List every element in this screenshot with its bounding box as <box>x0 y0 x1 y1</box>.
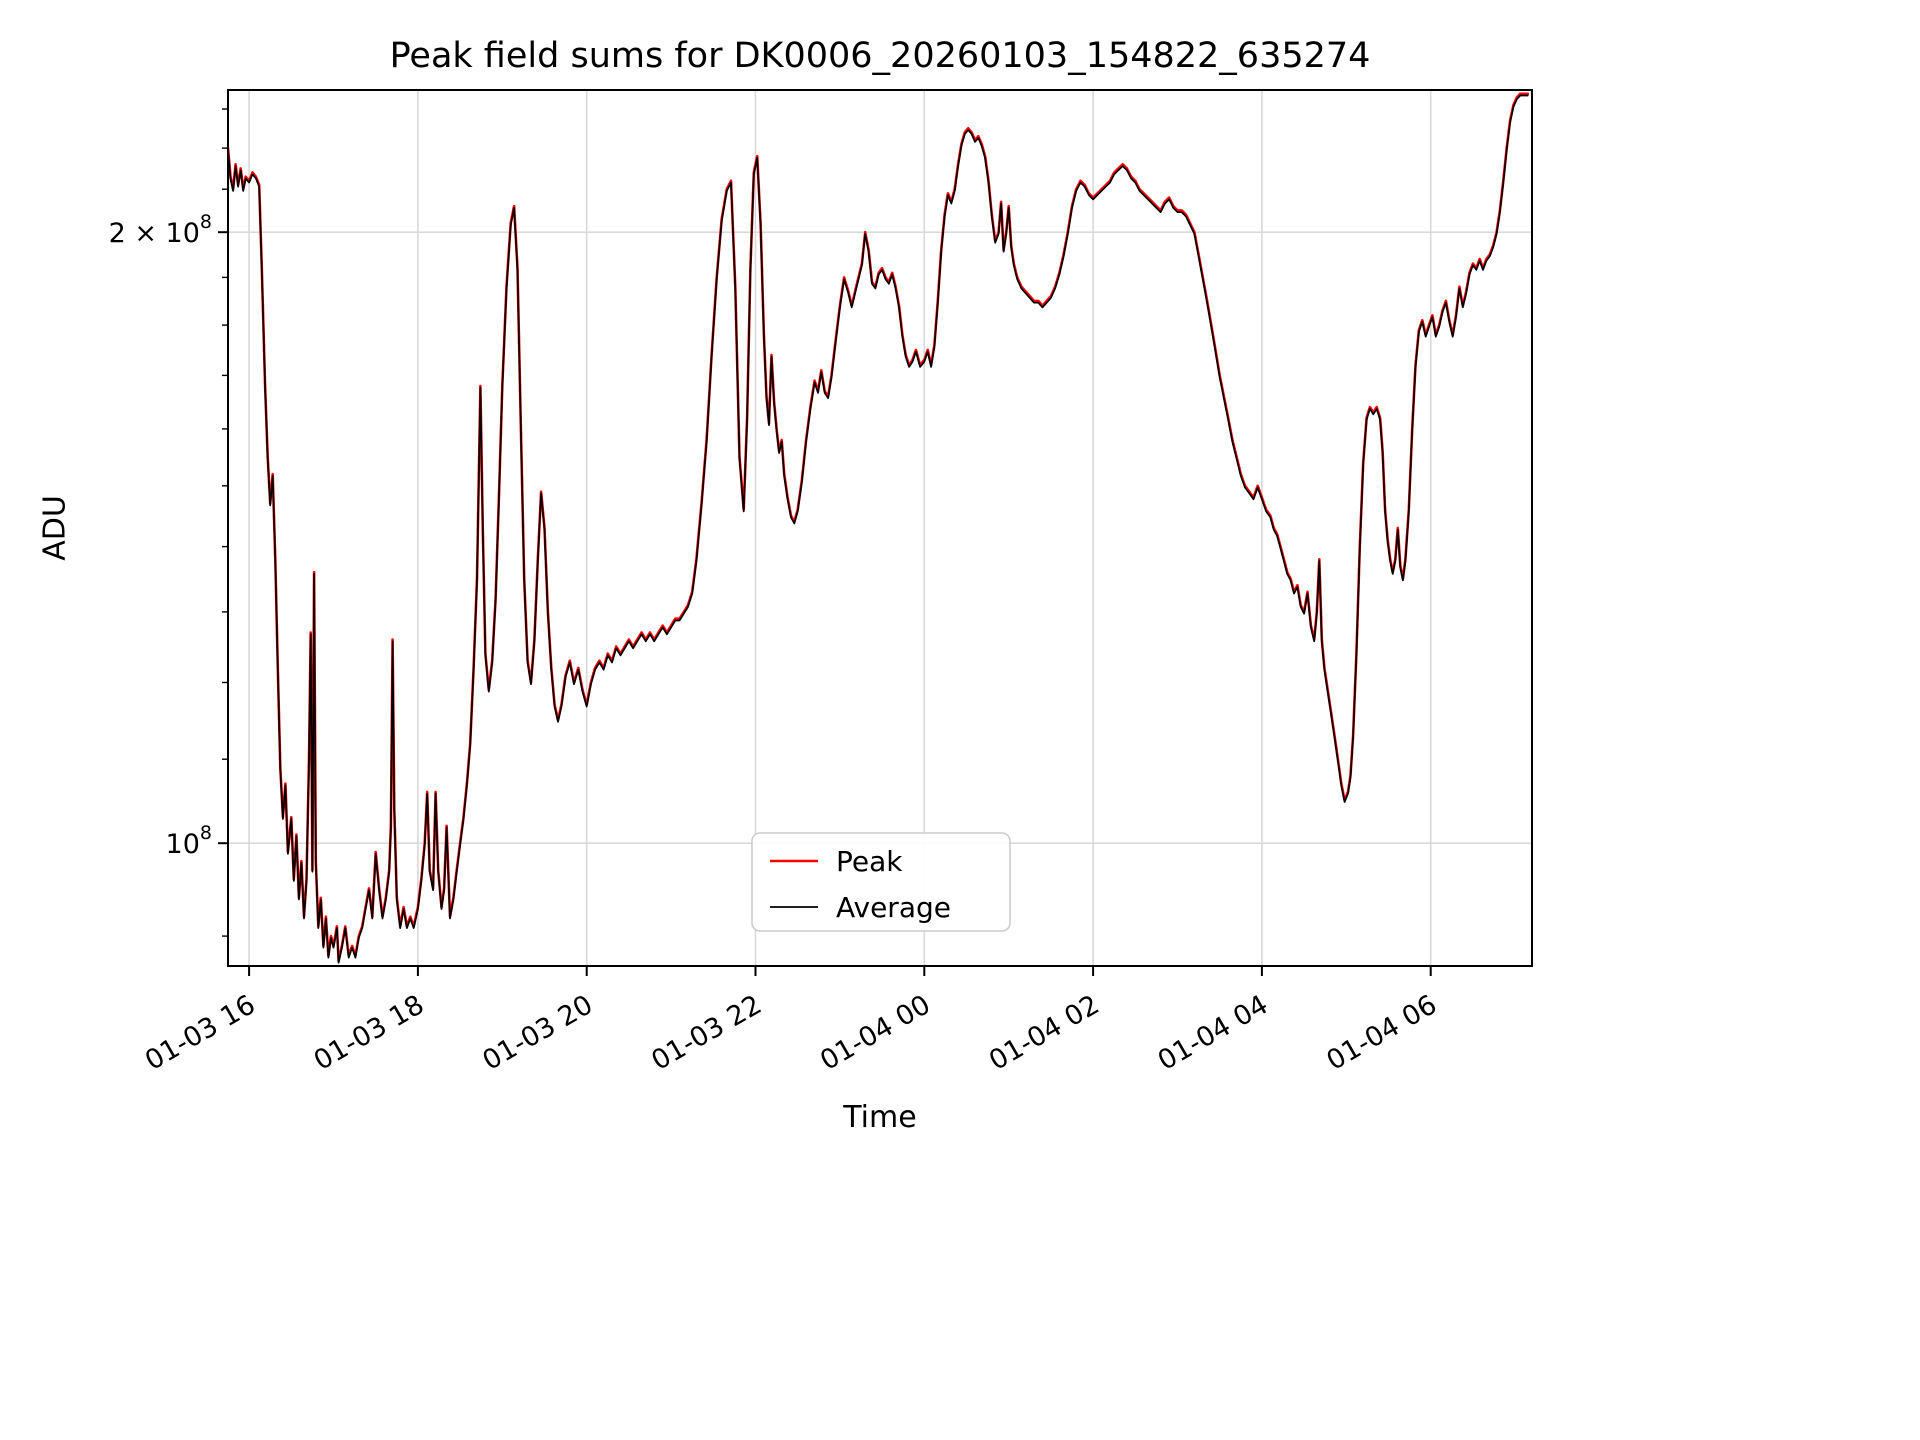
y-tick-label: 2 × 108 <box>109 211 212 249</box>
x-tick-label: 01-04 00 <box>815 989 936 1077</box>
x-tick-label: 01-04 06 <box>1322 989 1443 1077</box>
axes-spines <box>227 89 1533 967</box>
x-tick-label: 01-03 16 <box>140 989 261 1077</box>
x-tick-label: 01-03 22 <box>646 989 767 1077</box>
chart-title: Peak field sums for DK0006_20260103_1548… <box>389 36 1371 76</box>
x-tick-label: 01-03 18 <box>309 989 430 1077</box>
legend: Peak Average <box>751 832 1011 932</box>
series-line-average <box>228 94 1529 964</box>
x-tick-label: 01-04 04 <box>1153 989 1274 1077</box>
y-tick-label: 108 <box>166 822 212 860</box>
x-tick-label: 01-03 20 <box>478 989 599 1077</box>
legend-label-average: Average <box>836 891 951 924</box>
x-tick-label: 01-04 02 <box>984 989 1105 1077</box>
x-axis-label: Time <box>843 1100 917 1135</box>
legend-label-peak: Peak <box>836 845 903 878</box>
series-line-peak <box>228 92 1530 963</box>
y-axis-label: ADU <box>37 495 73 561</box>
